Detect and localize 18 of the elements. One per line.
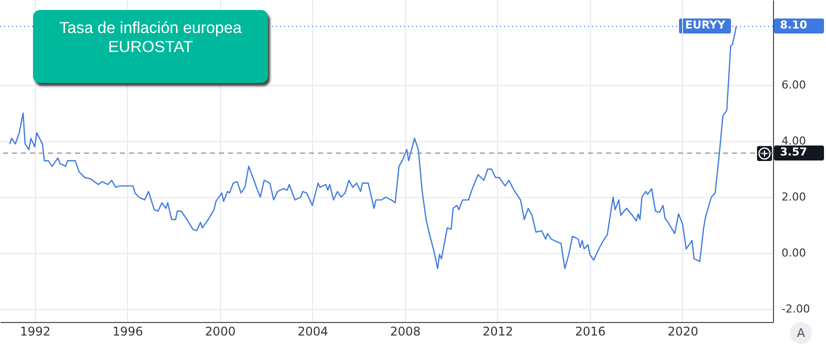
x-tick-label: 1992 — [20, 324, 51, 338]
ref-line-label: 8.10 — [774, 18, 824, 34]
x-tick-label: 2012 — [482, 324, 514, 338]
text: A — [790, 322, 812, 344]
x-tick-label: 2000 — [205, 324, 236, 338]
x-tick-label: 2008 — [390, 324, 421, 338]
y-tick-label: 4.00 — [782, 134, 806, 148]
y-tick-label: 2.00 — [782, 190, 806, 204]
y-tick-label: 6.00 — [782, 78, 806, 92]
x-tick-label: 1996 — [112, 324, 144, 338]
series-label: EURYY — [679, 18, 732, 34]
y-tick-label: -2.00 — [782, 302, 810, 316]
ref-line-label: 3.57 — [774, 146, 824, 161]
title-panel: Tasa de inflación europea EUROSTAT — [33, 10, 268, 83]
y-tick-label: 0.00 — [782, 246, 806, 260]
x-tick-label: 2020 — [668, 324, 698, 338]
x-tick-label: 2016 — [575, 324, 606, 338]
x-tick-label: 2004 — [298, 324, 328, 338]
